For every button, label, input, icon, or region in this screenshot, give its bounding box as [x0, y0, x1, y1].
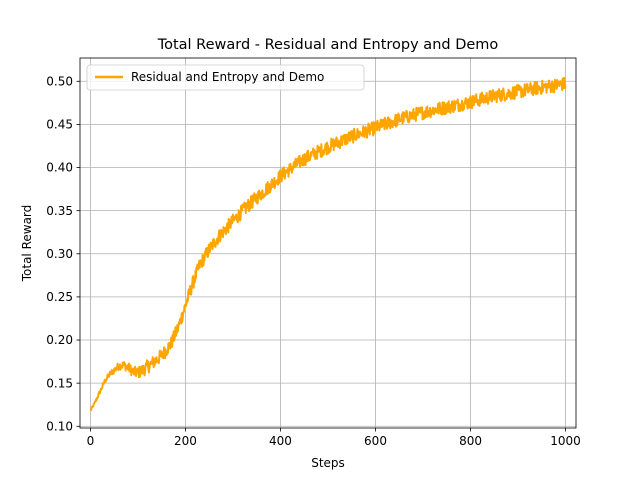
- y-tick-label: 0.35: [46, 204, 73, 218]
- y-tick-label: 0.25: [46, 290, 73, 304]
- legend: Residual and Entropy and Demo: [86, 64, 365, 91]
- x-tick-label: 600: [364, 434, 387, 448]
- x-axis-label: Steps: [311, 456, 345, 470]
- x-axis-ticks: 0 200 400 600 800 1000: [87, 428, 581, 448]
- y-tick-label: 0.10: [46, 419, 73, 433]
- x-tick-label: 400: [269, 434, 292, 448]
- series-layer: [89, 76, 567, 412]
- series-line: [89, 76, 567, 412]
- y-tick-label: 0.40: [46, 161, 73, 175]
- y-axis-label: Total Reward: [20, 205, 34, 283]
- y-tick-label: 0.15: [46, 376, 73, 390]
- y-tick-label: 0.50: [46, 74, 73, 88]
- legend-box: [86, 64, 365, 91]
- chart-title: Total Reward - Residual and Entropy and …: [157, 37, 499, 53]
- x-tick-label: 800: [459, 434, 482, 448]
- legend-label: Residual and Entropy and Demo: [131, 70, 324, 84]
- y-tick-label: 0.30: [46, 247, 73, 261]
- y-tick-label: 0.20: [46, 333, 73, 347]
- plot-area-frame: [79, 57, 577, 429]
- y-tick-label: 0.45: [46, 118, 73, 132]
- grid-lines: [80, 58, 576, 428]
- y-axis-ticks: 0.10 0.15 0.20 0.25 0.30 0.35 0.40 0.45 0.50: [46, 74, 80, 433]
- x-tick-label: 200: [174, 434, 197, 448]
- x-tick-label: 1000: [550, 434, 581, 448]
- x-tick-label: 0: [87, 434, 95, 448]
